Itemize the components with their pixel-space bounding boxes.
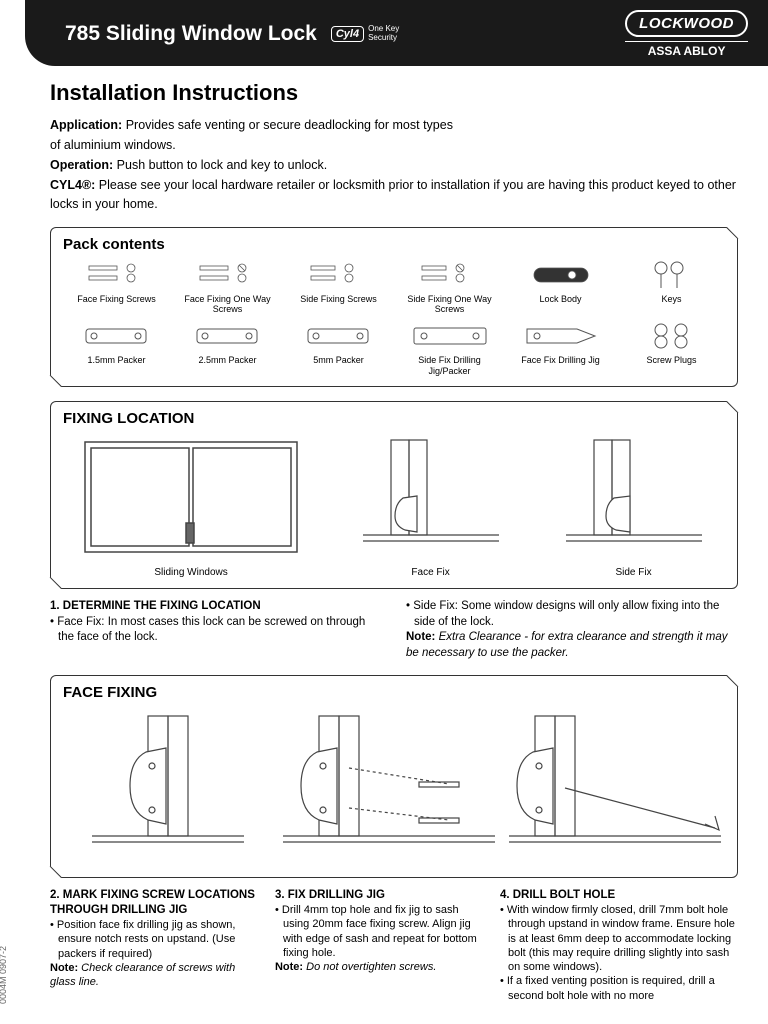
pack-item: 5mm Packer: [285, 320, 392, 376]
intro-text: Application: Provides safe venting or se…: [50, 116, 738, 213]
jig-icon: [507, 320, 614, 352]
pack-item: Side Fixing Screws: [285, 259, 392, 315]
face-fixing-box: FACE FIXING: [50, 675, 738, 878]
face-fix-step2-diagram: [63, 707, 273, 867]
fixing-diagrams: Sliding Windows Face Fix Side Fix: [63, 433, 725, 578]
fixing-location-box: FIXING LOCATION Sliding Windows Face Fix…: [50, 401, 738, 589]
face-fix-step3-diagram: [279, 707, 499, 867]
packer-icon: [63, 320, 170, 352]
step1-text: 1. DETERMINE THE FIXING LOCATION • Face …: [50, 599, 738, 661]
pack-item: Screw Plugs: [618, 320, 725, 376]
side-fix-diagram: Side Fix: [542, 433, 725, 578]
fixing-location-heading: FIXING LOCATION: [63, 410, 725, 427]
steps-234: 2. MARK FIXING SCREW LOCATIONS THROUGH D…: [50, 888, 738, 1003]
face-fixing-heading: FACE FIXING: [63, 684, 725, 701]
face-fix-diagrams: [63, 707, 725, 867]
packer-icon: [285, 320, 392, 352]
assa-abloy-logo: ASSA ABLOY: [625, 41, 748, 58]
pack-item: Face Fix Drilling Jig: [507, 320, 614, 376]
pack-row-1: Face Fixing Screws Face Fixing One Way S…: [63, 259, 725, 315]
cyl4-badge: Cyl4 One Key Security: [331, 25, 399, 43]
pack-item: Side Fixing One Way Screws: [396, 259, 503, 315]
cyl4-tagline: One Key Security: [368, 25, 399, 43]
lock-body-icon: [507, 259, 614, 291]
sliding-windows-diagram: Sliding Windows: [63, 433, 319, 578]
pack-item: 2.5mm Packer: [174, 320, 281, 376]
product-title: 785 Sliding Window Lock: [65, 22, 317, 46]
pack-heading: Pack contents: [63, 236, 725, 253]
step1-title: 1. DETERMINE THE FIXING LOCATION: [50, 599, 382, 615]
jig-icon: [396, 320, 503, 352]
pack-item: Lock Body: [507, 259, 614, 315]
pack-item: Keys: [618, 259, 725, 315]
plugs-icon: [618, 320, 725, 352]
cyl4-shield-icon: Cyl4: [331, 26, 364, 42]
pack-contents-box: Pack contents Face Fixing Screws Face Fi…: [50, 227, 738, 387]
lockwood-logo: LOCKWOOD: [625, 10, 748, 37]
screws-icon: [396, 259, 503, 291]
step2-title: 2. MARK FIXING SCREW LOCATIONS THROUGH D…: [50, 888, 257, 918]
pack-item: Face Fixing One Way Screws: [174, 259, 281, 315]
pack-item: 1.5mm Packer: [63, 320, 170, 376]
screws-icon: [285, 259, 392, 291]
screws-icon: [174, 259, 281, 291]
page-content: Installation Instructions Application: P…: [0, 66, 768, 1003]
pack-row-2: 1.5mm Packer 2.5mm Packer 5mm Packer Sid…: [63, 320, 725, 376]
face-fix-step4-diagram: [505, 707, 725, 867]
packer-icon: [174, 320, 281, 352]
header-bar: 785 Sliding Window Lock Cyl4 One Key Sec…: [25, 0, 768, 66]
step3-title: 3. FIX DRILLING JIG: [275, 888, 482, 903]
keys-icon: [618, 259, 725, 291]
face-fix-diagram: Face Fix: [339, 433, 522, 578]
screws-icon: [63, 259, 170, 291]
pack-item: Face Fixing Screws: [63, 259, 170, 315]
step4-title: 4. DRILL BOLT HOLE: [500, 888, 738, 903]
page-title: Installation Instructions: [50, 80, 738, 106]
pack-item: Side Fix Drilling Jig/Packer: [396, 320, 503, 376]
document-code: 0004M 0907-2: [0, 946, 8, 1004]
brand-block: LOCKWOOD ASSA ABLOY: [625, 10, 748, 58]
